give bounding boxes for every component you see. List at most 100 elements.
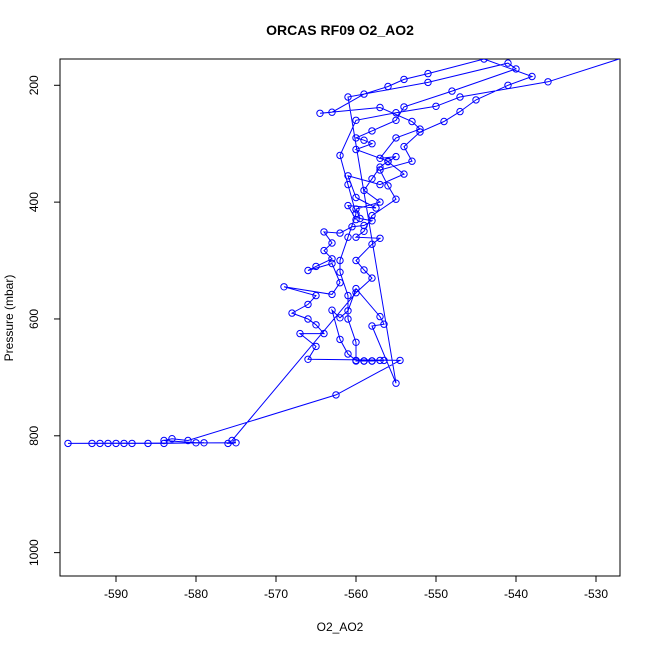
data-point: [336, 229, 344, 237]
data-point: [368, 127, 376, 135]
data-point: [304, 300, 312, 309]
data-point: [336, 268, 344, 276]
data-point: [296, 329, 304, 338]
data-point: [424, 78, 432, 87]
data-point: [344, 291, 352, 300]
data-point: [408, 157, 416, 165]
data-point: [348, 223, 356, 231]
data-point: [344, 307, 352, 315]
data-point: [384, 158, 392, 166]
data-point: [344, 201, 352, 210]
data-point: [336, 279, 344, 287]
data-point: [336, 314, 344, 322]
data-point: [312, 262, 320, 271]
data-point: [120, 439, 128, 448]
data-point: [376, 312, 384, 321]
data-point: [384, 82, 392, 91]
data-point: [480, 59, 488, 63]
series-line: [67, 59, 620, 445]
data-point: [380, 320, 388, 328]
data-point: [360, 357, 368, 365]
data-point: [344, 315, 352, 323]
data-point: [280, 283, 288, 291]
data-point: [232, 439, 240, 447]
data-point: [144, 439, 152, 448]
data-point: [392, 134, 400, 142]
x-tick-label: -570: [264, 587, 288, 601]
data-point: [304, 315, 312, 323]
data-point: [396, 356, 404, 365]
data-point: [368, 322, 376, 330]
y-tick-label: 400: [27, 192, 41, 212]
data-point: [360, 266, 368, 274]
data-point: [168, 435, 176, 443]
data-point: [376, 103, 384, 112]
data-point: [328, 108, 336, 116]
data-point: [356, 214, 364, 223]
data-point: [368, 175, 376, 183]
x-axis-label: O2_AO2: [317, 620, 364, 634]
data-point: [360, 186, 368, 195]
data-point: [304, 266, 312, 275]
data-point: [352, 193, 360, 202]
data-point: [352, 134, 360, 142]
data-point: [332, 391, 340, 399]
data-point: [376, 166, 384, 174]
data-point: [352, 210, 360, 218]
x-tick-label: -550: [424, 587, 448, 601]
data-point: [544, 78, 552, 86]
data-point: [304, 355, 312, 363]
data-point: [504, 81, 512, 90]
data-point: [352, 145, 360, 154]
x-tick-label: -590: [104, 587, 128, 601]
data-point: [128, 439, 136, 448]
data-point: [456, 93, 464, 101]
data-point: [400, 142, 408, 151]
data-point: [328, 306, 336, 314]
series-layer: [64, 53, 631, 448]
data-point: [376, 234, 384, 243]
data-point: [352, 205, 360, 213]
data-point: [320, 246, 328, 255]
data-point: [352, 284, 360, 293]
plot-frame: [59, 58, 621, 577]
data-point: [352, 356, 360, 365]
data-point: [344, 172, 352, 180]
data-point: [392, 109, 400, 117]
data-point: [336, 151, 344, 160]
data-point: [384, 182, 392, 190]
data-point: [408, 117, 416, 126]
data-point: [192, 439, 200, 447]
data-point: [376, 198, 384, 206]
y-tick-label: 800: [27, 425, 41, 445]
data-point: [448, 87, 456, 95]
data-point: [376, 180, 384, 189]
data-point: [352, 116, 360, 125]
data-point: [360, 227, 368, 236]
data-point: [625, 53, 631, 59]
data-point: [336, 335, 344, 344]
data-point: [376, 154, 384, 163]
data-point: [380, 356, 388, 365]
data-point: [360, 221, 368, 230]
data-point: [328, 255, 336, 263]
data-point: [352, 338, 360, 346]
data-point: [376, 163, 384, 171]
data-point: [368, 274, 376, 282]
data-point: [312, 321, 320, 329]
data-point: [184, 436, 192, 445]
data-point: [528, 72, 536, 81]
data-point: [392, 152, 400, 161]
x-tick-label: -580: [184, 587, 208, 601]
x-tick-label: -540: [504, 587, 528, 601]
data-point: [328, 239, 336, 247]
data-point: [320, 228, 328, 236]
data-point: [336, 256, 344, 265]
data-point: [160, 436, 168, 445]
data-point: [160, 439, 168, 448]
data-point: [312, 342, 320, 351]
data-point: [368, 240, 376, 248]
data-point: [316, 109, 324, 118]
x-axis: -590 -580 -570 -560 -550 -540 -530: [104, 576, 608, 601]
